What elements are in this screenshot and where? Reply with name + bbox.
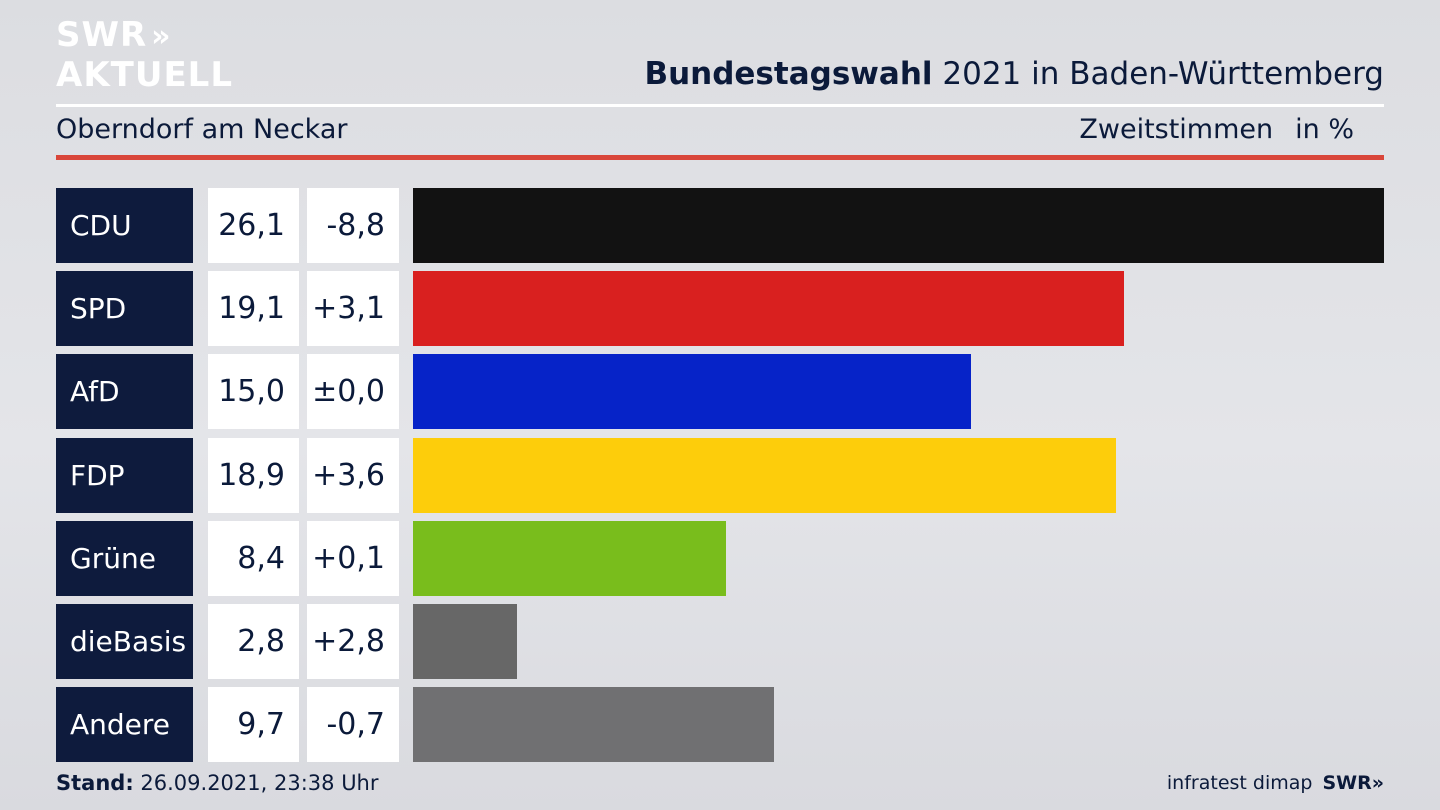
chart-row: Andere 9,7 -0,7: [56, 687, 1384, 762]
logo-chevron-icon: »: [151, 19, 170, 54]
source-text: infratest dimap: [1166, 772, 1313, 794]
party-label: CDU: [56, 188, 193, 263]
result-bar: [413, 438, 1116, 513]
location-label: Oberndorf am Neckar: [56, 114, 348, 145]
party-label: Grüne: [56, 521, 193, 596]
chart-title: Bundestagswahl 2021 in Baden-Württemberg: [644, 56, 1384, 92]
party-label: dieBasis: [56, 604, 193, 679]
vote-share-label: 8,4: [208, 521, 299, 596]
chart-row: dieBasis 2,8 +2,8: [56, 604, 1384, 679]
chart-title-rest: 2021 in Baden-Württemberg: [942, 56, 1384, 92]
chart-row: AfD 15,0 ±0,0: [56, 354, 1384, 429]
subtitle-divider: [56, 155, 1384, 160]
change-label: +3,6: [307, 438, 399, 513]
change-label: +2,8: [307, 604, 399, 679]
swr-aktuell-logo: SWR» AKTUELL: [56, 16, 233, 94]
vote-share-label: 15,0: [208, 354, 299, 429]
result-bar: [413, 604, 517, 679]
title-divider: [56, 104, 1384, 107]
chart-row: SPD 19,1 +3,1: [56, 271, 1384, 346]
vote-share-label: 2,8: [208, 604, 299, 679]
result-bar: [413, 687, 774, 762]
vote-share-label: 9,7: [208, 687, 299, 762]
change-label: +3,1: [307, 271, 399, 346]
party-label: SPD: [56, 271, 193, 346]
vote-share-label: 26,1: [208, 188, 299, 263]
chart-row: FDP 18,9 +3,6: [56, 438, 1384, 513]
chart-row: Grüne 8,4 +0,1: [56, 521, 1384, 596]
unit-text: in %: [1295, 114, 1354, 145]
chart-title-bold: Bundestagswahl: [644, 56, 933, 92]
footer-swr-logo: SWR»: [1322, 772, 1384, 794]
vote-type-label: Zweitstimmen in %: [1079, 114, 1354, 145]
change-label: -8,8: [307, 188, 399, 263]
result-bar: [413, 354, 971, 429]
logo-text-swr: SWR: [56, 15, 148, 55]
timestamp: Stand: 26.09.2021, 23:38 Uhr: [56, 771, 379, 795]
vote-share-label: 19,1: [208, 271, 299, 346]
party-label: Andere: [56, 687, 193, 762]
vote-share-label: 18,9: [208, 438, 299, 513]
party-label: AfD: [56, 354, 193, 429]
result-bar: [413, 188, 1384, 263]
change-label: +0,1: [307, 521, 399, 596]
party-label: FDP: [56, 438, 193, 513]
chart-row: CDU 26,1 -8,8: [56, 188, 1384, 263]
source-credit: infratest dimap SWR»: [1167, 772, 1384, 794]
timestamp-label: Stand:: [56, 771, 134, 795]
timestamp-value: 26.09.2021, 23:38 Uhr: [140, 771, 379, 795]
vote-type-text: Zweitstimmen: [1079, 114, 1274, 145]
logo-text-aktuell: AKTUELL: [56, 55, 234, 95]
result-bar: [413, 521, 726, 596]
change-label: -0,7: [307, 687, 399, 762]
change-label: ±0,0: [307, 354, 399, 429]
result-bar: [413, 271, 1124, 346]
